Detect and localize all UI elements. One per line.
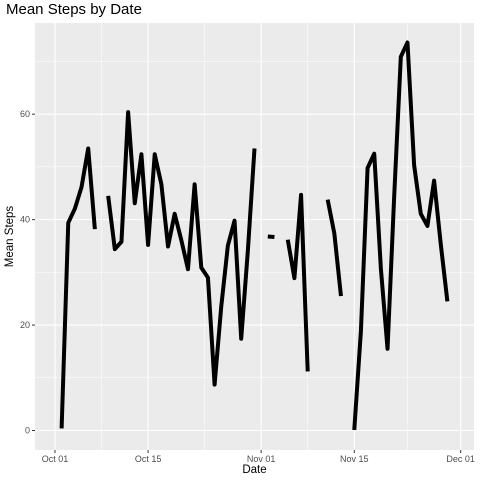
x-tick-label: Oct 01 [42,454,69,464]
y-axis-title: Mean Steps [4,206,16,268]
x-tick-label: Dec 01 [446,454,475,464]
y-tick-label: 0 [25,425,30,435]
x-tick-label: Nov 15 [340,454,369,464]
x-tick-label: Oct 15 [135,454,162,464]
x-axis-title: Date [242,464,266,476]
y-tick-label: 60 [20,109,30,119]
y-tick-label: 40 [20,215,30,225]
y-tick-label: 20 [20,320,30,330]
x-tick-label: Nov 01 [247,454,276,464]
series-line-segment [268,237,275,238]
